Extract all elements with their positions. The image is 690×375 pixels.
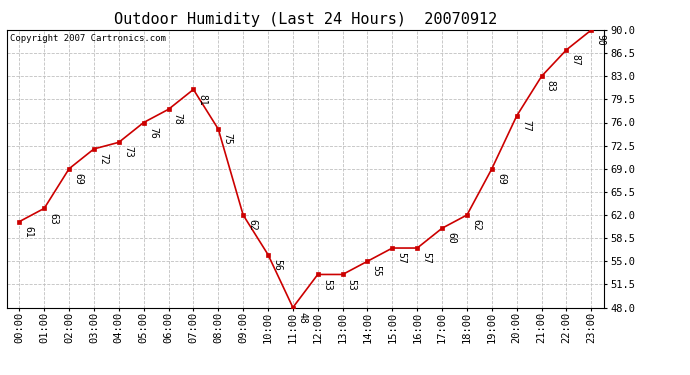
Text: 60: 60	[446, 232, 456, 244]
Text: 78: 78	[172, 114, 183, 125]
Text: 77: 77	[521, 120, 531, 132]
Text: 76: 76	[148, 127, 158, 138]
Text: 69: 69	[73, 173, 83, 184]
Text: 75: 75	[222, 133, 233, 145]
Text: 48: 48	[297, 312, 307, 323]
Text: 69: 69	[496, 173, 506, 184]
Text: 81: 81	[197, 94, 208, 105]
Text: Copyright 2007 Cartronics.com: Copyright 2007 Cartronics.com	[10, 34, 166, 43]
Text: 57: 57	[422, 252, 431, 264]
Text: 72: 72	[98, 153, 108, 165]
Text: 87: 87	[571, 54, 580, 66]
Title: Outdoor Humidity (Last 24 Hours)  20070912: Outdoor Humidity (Last 24 Hours) 2007091…	[114, 12, 497, 27]
Text: 53: 53	[322, 279, 332, 290]
Text: 55: 55	[372, 266, 382, 277]
Text: 61: 61	[23, 226, 34, 237]
Text: 62: 62	[247, 219, 257, 231]
Text: 57: 57	[397, 252, 406, 264]
Text: 53: 53	[347, 279, 357, 290]
Text: 90: 90	[595, 34, 606, 46]
Text: 83: 83	[546, 80, 555, 92]
Text: 63: 63	[48, 213, 59, 224]
Text: 73: 73	[123, 147, 133, 158]
Text: 62: 62	[471, 219, 481, 231]
Text: 56: 56	[272, 259, 282, 270]
